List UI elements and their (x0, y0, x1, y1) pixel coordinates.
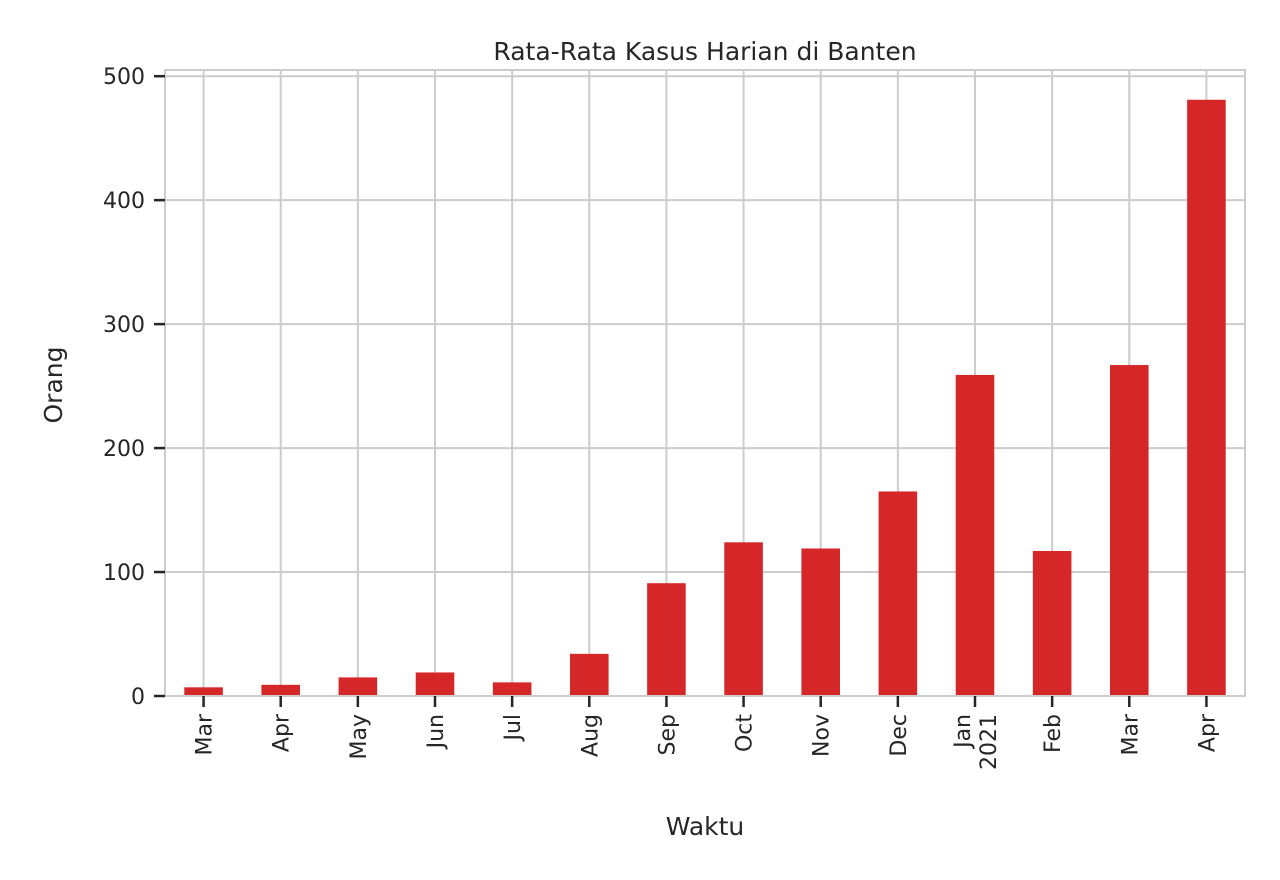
bar (1187, 99, 1226, 697)
x-tick-label-group: Jan 2021 (951, 714, 1002, 770)
x-tick-label-group: Apr (1195, 713, 1220, 752)
x-tick-label: Apr (1195, 713, 1220, 752)
y-tick-label: 400 (103, 189, 145, 214)
x-tick-label: Apr (270, 713, 295, 752)
grid-lines (165, 70, 1245, 697)
x-tick-label-group: Aug (578, 714, 603, 757)
x-tick-label: Mar (1118, 713, 1143, 755)
x-tick-label: Oct (733, 714, 758, 752)
y-tick-label: 300 (103, 313, 145, 338)
x-tick-label: Feb (1041, 714, 1066, 753)
x-tick-label-group: Jul (501, 714, 526, 743)
x-tick-label-group: Oct (733, 714, 758, 752)
x-tick-label-group: Sep (655, 714, 680, 755)
x-tick-label: Mar (193, 713, 218, 755)
bar (338, 677, 378, 696)
bar (647, 583, 686, 696)
x-tick-label: May (347, 714, 372, 759)
bar (261, 684, 300, 696)
x-tick-label: Nov (810, 714, 835, 757)
bar (955, 374, 995, 696)
x-tick-label: Sep (655, 714, 680, 755)
plot-frame (164, 69, 1246, 697)
x-tick-label-group: Dec (887, 714, 912, 757)
axis-ticks: 0 100 200 300 400 500 Mar Apr May Jun Jul Aug Sep Oct… (103, 65, 1220, 770)
x-tick-label: Dec (887, 714, 912, 757)
x-axis-title: Waktu (666, 812, 745, 841)
bars (184, 99, 1226, 697)
x-tick-label-group: Feb (1041, 714, 1066, 753)
y-tick-label: 0 (131, 685, 145, 710)
y-tick-label: 200 (103, 437, 145, 462)
x-tick-label: Jul (501, 714, 526, 743)
x-tick-label-group: Apr (270, 713, 295, 752)
x-tick-label-group: Mar (193, 713, 218, 755)
x-tick-label-group: Nov (810, 714, 835, 757)
bar (184, 687, 223, 696)
chart-title: Rata-Rata Kasus Harian di Banten (493, 37, 916, 66)
bar (1032, 550, 1072, 696)
x-tick-label: Aug (578, 714, 603, 757)
x-tick-label-group: Mar (1118, 713, 1143, 755)
x-tick-label: Jun (424, 714, 449, 750)
bar (1110, 365, 1149, 696)
bar (415, 672, 455, 696)
y-tick-label: 100 (103, 561, 145, 586)
x-tick-label-group: May (347, 714, 372, 759)
bar (724, 542, 763, 696)
bar (801, 548, 840, 696)
x-tick-label-group: Jun (424, 714, 449, 750)
bar (878, 491, 918, 696)
bar (492, 682, 532, 696)
y-axis-title: Orang (39, 347, 68, 424)
y-tick-label: 500 (103, 65, 145, 90)
x-tick-label: Jan (951, 714, 976, 750)
bar (570, 653, 609, 696)
x-tick-label: 2021 (977, 714, 1002, 770)
